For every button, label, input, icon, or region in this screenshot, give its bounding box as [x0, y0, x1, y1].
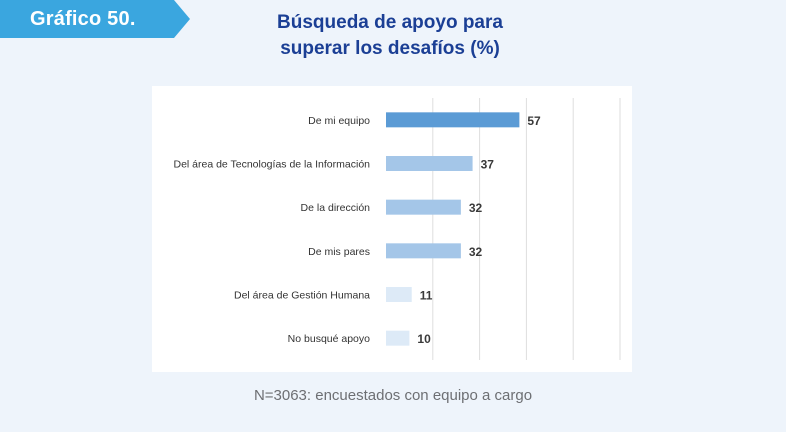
chart-title-line-2: superar los desafíos (%) [280, 38, 500, 59]
chart-panel: De mi equipo 57 Del área de Tecnologías de… [152, 86, 632, 372]
bar-chart: De mi equipo 57 Del área de Tecnologías de… [173, 98, 621, 360]
chart-title: Búsqueda de apoyo para superar los desaf… [220, 10, 560, 62]
value-label: 32 [469, 201, 483, 215]
bar [386, 287, 412, 302]
bar [386, 112, 520, 128]
category-label: De mis pares [308, 246, 370, 258]
value-label: 57 [527, 114, 541, 128]
category-label: Del área de Gestión Humana [234, 290, 370, 302]
bar [386, 156, 473, 171]
bar [386, 330, 410, 346]
category-label: Del área de Tecnologías de la Informació… [173, 159, 370, 171]
category-label: De mi equipo [308, 115, 370, 127]
category-label: De la dirección [301, 202, 371, 214]
category-label: No busqué apoyo [288, 333, 370, 345]
bar [386, 199, 461, 215]
value-label: 11 [420, 289, 433, 303]
bar [386, 243, 461, 259]
value-label: 37 [481, 158, 495, 172]
chart-number-badge: Gráfico 50. [0, 0, 190, 38]
sample-size-note: N=3063: encuestados con equipo a cargo [253, 387, 533, 404]
value-label: 32 [469, 245, 483, 259]
value-label: 10 [417, 332, 431, 346]
chart-title-line-1: Búsqueda de apoyo para [277, 12, 503, 33]
